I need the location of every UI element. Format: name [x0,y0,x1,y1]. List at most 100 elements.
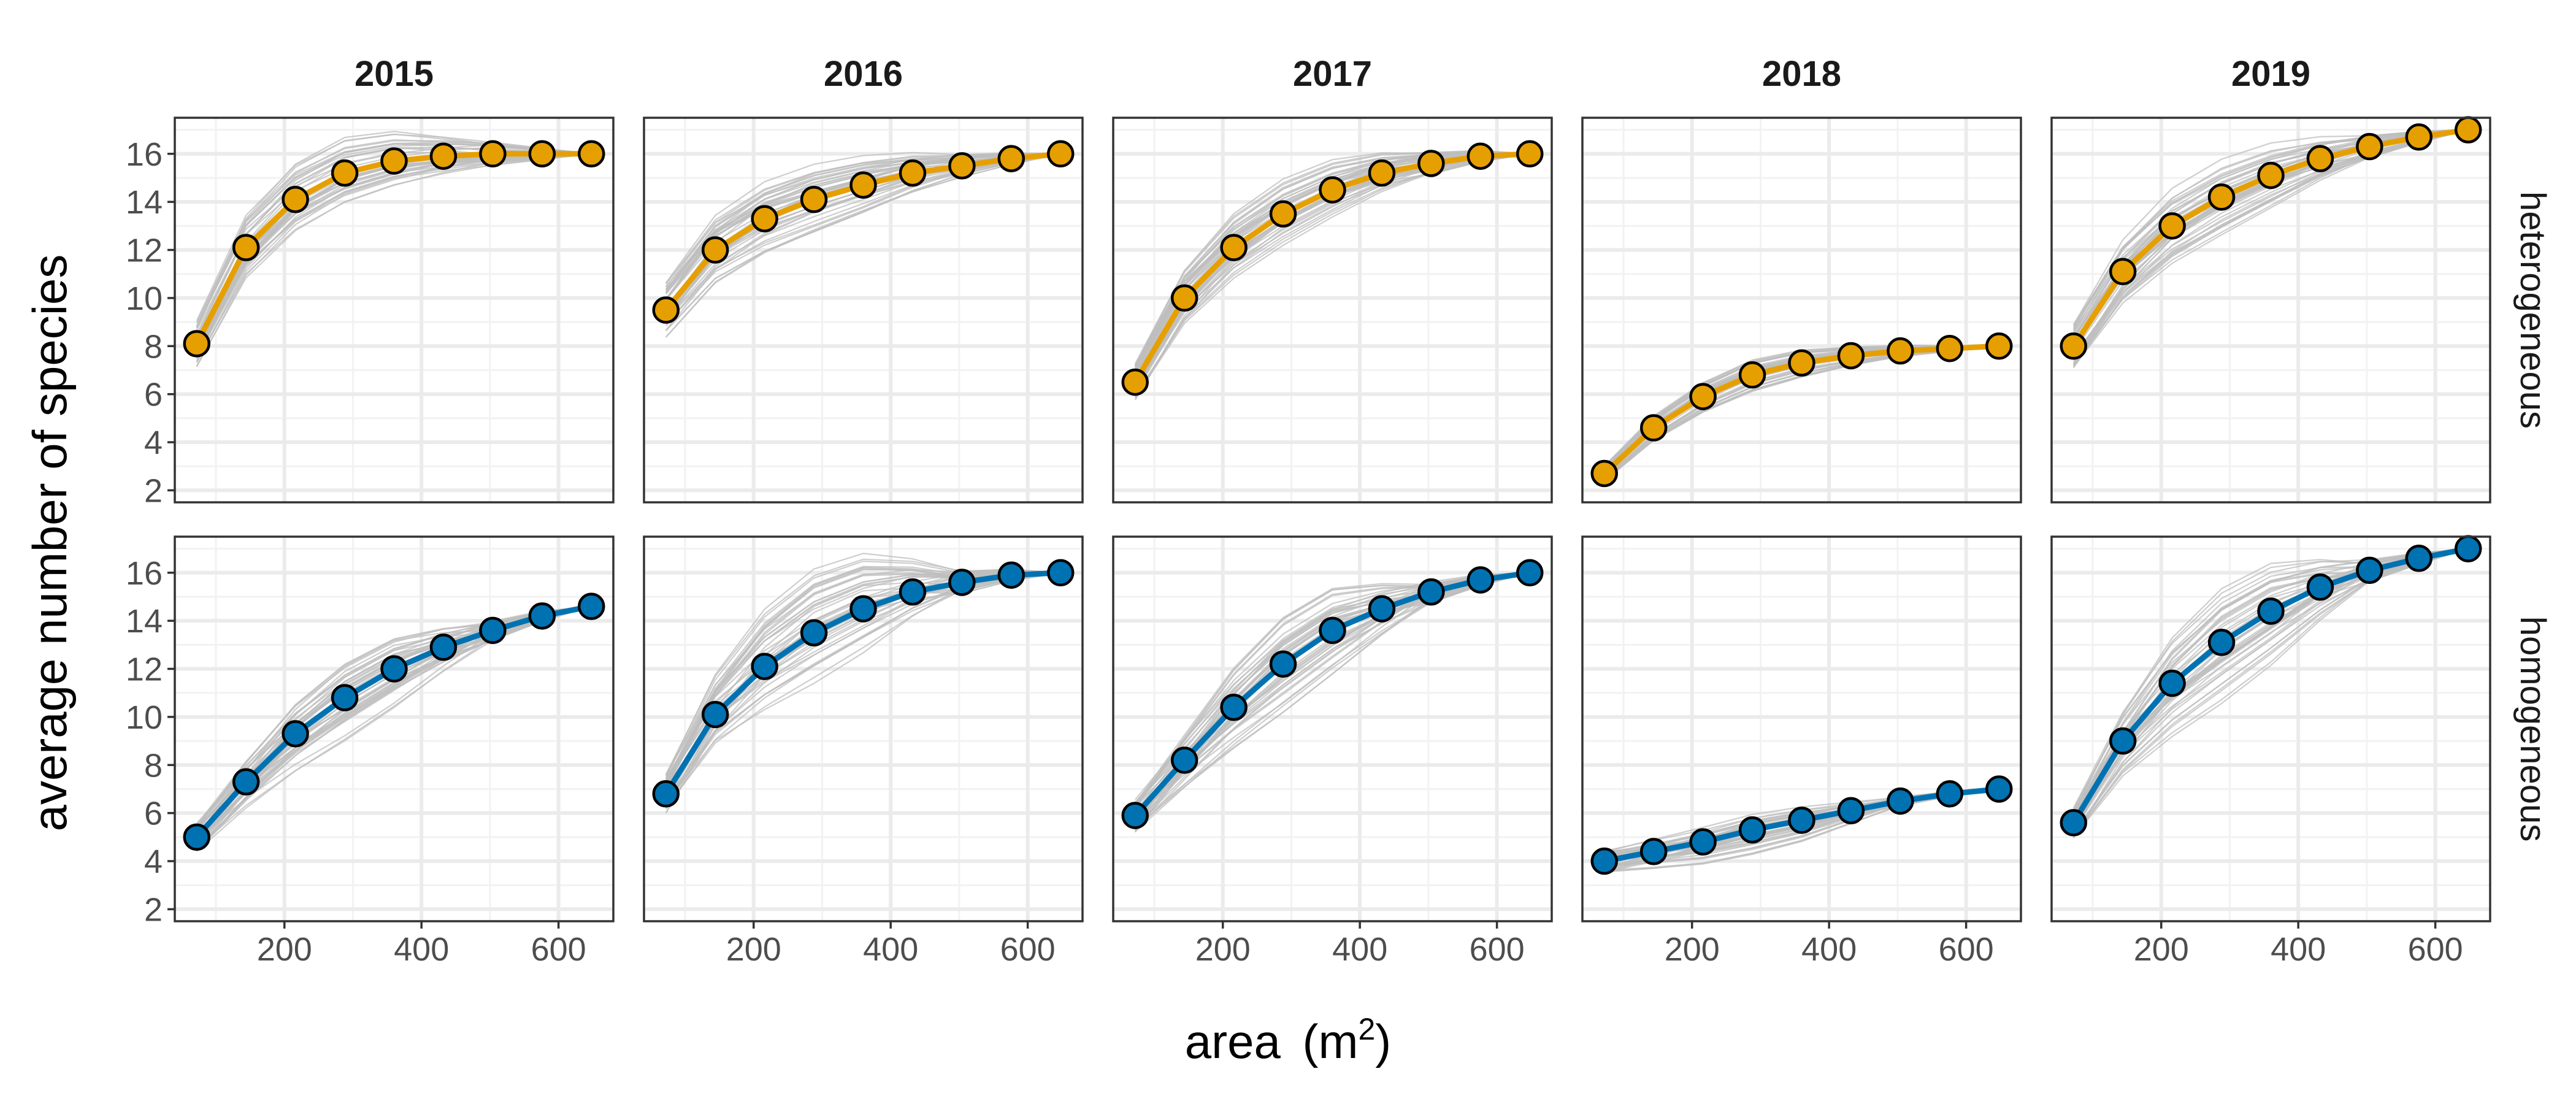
data-point [1516,140,1544,168]
y-tick-label: 10 [126,280,163,317]
data-point [1417,150,1445,177]
background-curve [196,605,592,837]
y-tick-label: 4 [144,843,163,880]
background-curve [665,153,1061,338]
y-tick-label: 6 [144,795,163,832]
panel-border [2050,117,2491,504]
data-point [1047,559,1075,587]
facet-column-title: 2015 [355,54,434,94]
x-tick-label: 200 [2134,931,2189,968]
data-point [380,147,408,175]
data-point [2405,123,2433,151]
background-curve [665,152,1061,285]
background-curve [665,560,1061,778]
labels-layer: 2 4 6 8 10 12 14 16 2015 2016 2017 2018 2019 heteroge… [126,54,2553,968]
x-axis-title-main: area [1185,1014,1281,1068]
data-point [1170,746,1198,774]
background-curve [2072,548,2469,831]
background-curve [1134,572,1530,821]
y-tick-label: 16 [126,555,163,592]
background-curve [196,153,592,358]
data-point [1516,559,1544,587]
data-point [2257,597,2285,625]
panels-layer [174,116,2491,922]
x-tick-label: 600 [1000,931,1056,968]
data-point [2158,669,2186,697]
panel-homogeneous-2019 [2050,535,2491,922]
background-curve [1135,572,1530,832]
x-tick-label: 600 [1939,931,1994,968]
data-point [1590,459,1618,488]
data-point [652,780,680,808]
background-curve [1604,345,1999,481]
background-curve [2072,548,2469,834]
data-point [1466,142,1495,170]
data-point [1368,595,1396,623]
facet-column-title: 2017 [1293,54,1372,94]
data-point [2356,556,2383,585]
panel-homogeneous-2017 [1112,535,1553,922]
data-point [1170,284,1198,312]
data-point [232,234,260,261]
data-point [282,720,309,748]
panel-border [1112,117,1553,504]
background-curve [2072,548,2469,826]
data-point [282,185,309,213]
background-curve [1135,572,1530,827]
data-point [2306,573,2334,601]
data-point [183,823,210,851]
data-point [429,634,458,661]
data-point [2158,212,2186,240]
x-tick-label: 400 [1801,931,1857,968]
data-point [1985,332,2013,360]
background-curve [2072,129,2469,337]
background-curve [1134,153,1530,399]
panel-border [643,117,1084,504]
background-curve [1134,572,1530,826]
data-point [849,171,877,199]
data-point [1689,828,1717,856]
background-curve [2072,129,2469,337]
y-tick-label: 16 [126,136,163,173]
background-curve [2072,129,2469,340]
y-tick-label: 14 [126,603,163,640]
y-tick-label: 14 [126,184,163,221]
panel-homogeneous-2018 [1581,535,2022,922]
data-point [578,140,605,168]
panel-heterogeneous-2019 [2050,116,2491,504]
background-curve [1604,788,1999,873]
data-point [1590,847,1618,875]
data-point [1220,693,1248,721]
x-tick-label: 400 [394,931,449,968]
background-curve [2072,129,2469,340]
data-point [1936,780,1964,808]
data-point [899,159,927,187]
panel-heterogeneous-2015 [174,117,615,504]
y-tick-label: 4 [144,424,163,461]
data-point [701,236,729,264]
background-curve [1134,151,1530,370]
data-point [1417,578,1445,606]
facet-column-title: 2019 [2231,54,2310,94]
data-point [331,684,359,711]
data-point [2060,332,2087,360]
data-point [1269,650,1297,678]
data-point [751,653,778,680]
x-tick-label: 200 [726,931,781,968]
panel-border [174,535,615,922]
data-point [2207,183,2236,211]
panel-heterogeneous-2017 [1112,117,1553,504]
x-tick-label: 600 [531,931,586,968]
background-curve [665,153,1061,293]
facet-row-title: homogeneous [2513,616,2553,842]
background-curve [2072,129,2469,325]
background-curve [665,153,1061,324]
data-point [429,142,458,170]
background-curve [196,140,592,323]
x-tick-label: 600 [1470,931,1525,968]
y-tick-label: 6 [144,377,163,413]
y-tick-label: 2 [144,891,163,928]
data-point [2109,727,2137,755]
data-point [997,561,1025,589]
